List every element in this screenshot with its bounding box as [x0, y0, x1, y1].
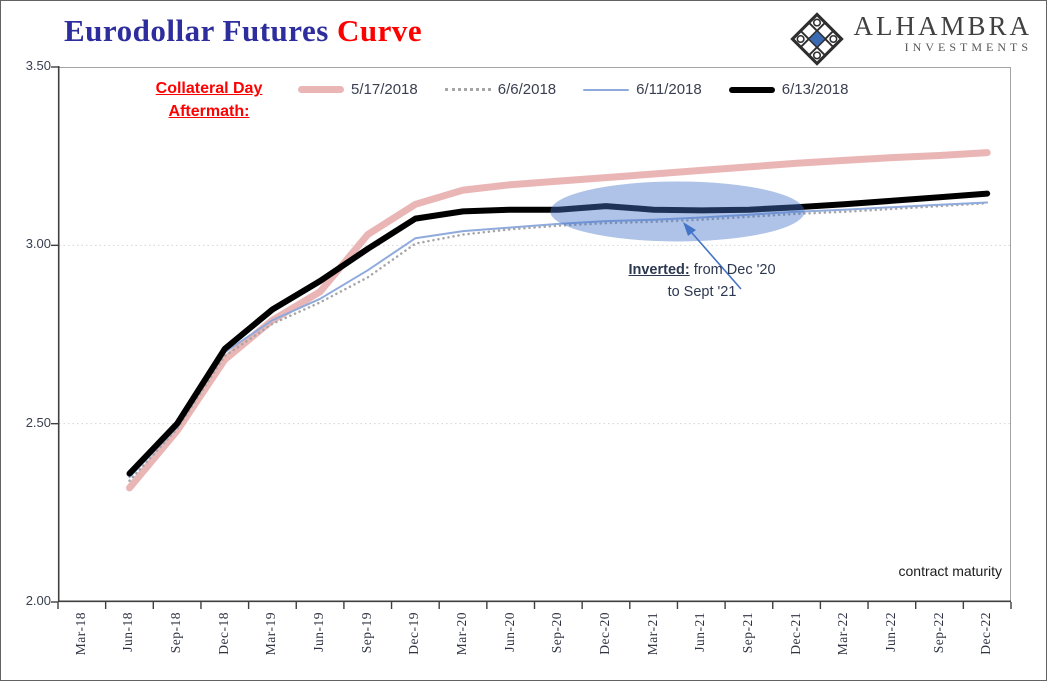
y-axis-label: 2.00	[25, 593, 51, 608]
legend-label: 6/13/2018	[781, 81, 849, 98]
x-axis-label: Jun-21	[692, 612, 708, 652]
chart-plot-area	[51, 66, 1012, 609]
x-axis-label: Sep-19	[358, 612, 374, 654]
series-line-1	[128, 201, 989, 482]
legend-label: 6/11/2018	[636, 81, 702, 98]
x-axis-label: Dec-20	[596, 612, 612, 655]
title-main: Eurodollar Futures	[64, 13, 338, 48]
x-axis-label: Jun-19	[311, 612, 327, 652]
logo-name: ALHAMBRA	[853, 11, 1032, 41]
legend-swatch	[444, 88, 491, 91]
x-axis-label: Sep-20	[549, 612, 565, 654]
inverted-annotation: Inverted: from Dec '20 to Sept '21	[602, 259, 802, 303]
collateral-day-annotation: Collateral Day Aftermath:	[128, 77, 290, 123]
inverted-range-1: from Dec '20	[689, 262, 776, 278]
diamond-lattice-icon	[790, 12, 845, 66]
y-axis-label: 3.50	[25, 58, 51, 73]
y-axis-label: 3.00	[25, 236, 51, 252]
x-axis-label: Mar-22	[835, 612, 851, 656]
x-axis-label: Sep-22	[930, 612, 946, 654]
x-axis-label: Dec-18	[215, 612, 231, 655]
collateral-line2: Aftermath:	[168, 103, 250, 120]
legend-item: 6/6/2018	[444, 81, 557, 98]
legend-swatch	[583, 88, 630, 91]
x-axis-label: Mar-18	[72, 612, 88, 656]
inverted-arrow-head	[683, 222, 696, 236]
x-axis-label: Jun-22	[882, 612, 898, 652]
x-axis-label: Mar-20	[454, 612, 470, 656]
x-axis-label: Mar-21	[644, 612, 660, 656]
alhambra-logo: ALHAMBRA INVESTMENTS	[789, 11, 1032, 67]
x-axis-label: Mar-19	[263, 612, 279, 656]
x-axis-label: Sep-21	[739, 612, 755, 654]
logo-subtitle: INVESTMENTS	[904, 40, 1032, 54]
series-line-2	[128, 201, 989, 479]
chart-legend: 5/17/2018 6/6/2018 6/11/2018 6/13/2018	[298, 81, 875, 98]
x-axis-label: Dec-19	[406, 612, 422, 655]
y-axis-label: 2.50	[25, 414, 51, 430]
x-axis-label: Dec-22	[978, 612, 994, 655]
x-axis-title: contract maturity	[898, 563, 1002, 579]
legend-swatch	[728, 86, 775, 93]
legend-label: 6/6/2018	[497, 81, 557, 98]
inverted-label: Inverted:	[628, 262, 690, 278]
legend-item: 6/13/2018	[728, 81, 849, 98]
x-axis-label: Jun-18	[120, 612, 136, 652]
page-title: Eurodollar Futures Curve	[64, 13, 422, 49]
inverted-highlight-ellipse	[550, 181, 805, 242]
title-accent: Curve	[337, 13, 423, 48]
inverted-arrow	[691, 232, 742, 290]
series-line-3	[126, 190, 991, 477]
legend-item: 6/11/2018	[583, 81, 702, 98]
legend-swatch	[298, 86, 344, 93]
inverted-range-2: to Sept '21	[667, 284, 737, 300]
x-axis-label: Sep-18	[168, 612, 184, 654]
legend-item: 5/17/2018	[298, 81, 418, 98]
legend-label: 5/17/2018	[351, 81, 418, 98]
collateral-line1: Collateral Day	[155, 80, 263, 97]
x-axis-label: Jun-20	[501, 612, 517, 652]
plot-border	[58, 67, 1011, 602]
x-axis-label: Dec-21	[787, 612, 803, 655]
